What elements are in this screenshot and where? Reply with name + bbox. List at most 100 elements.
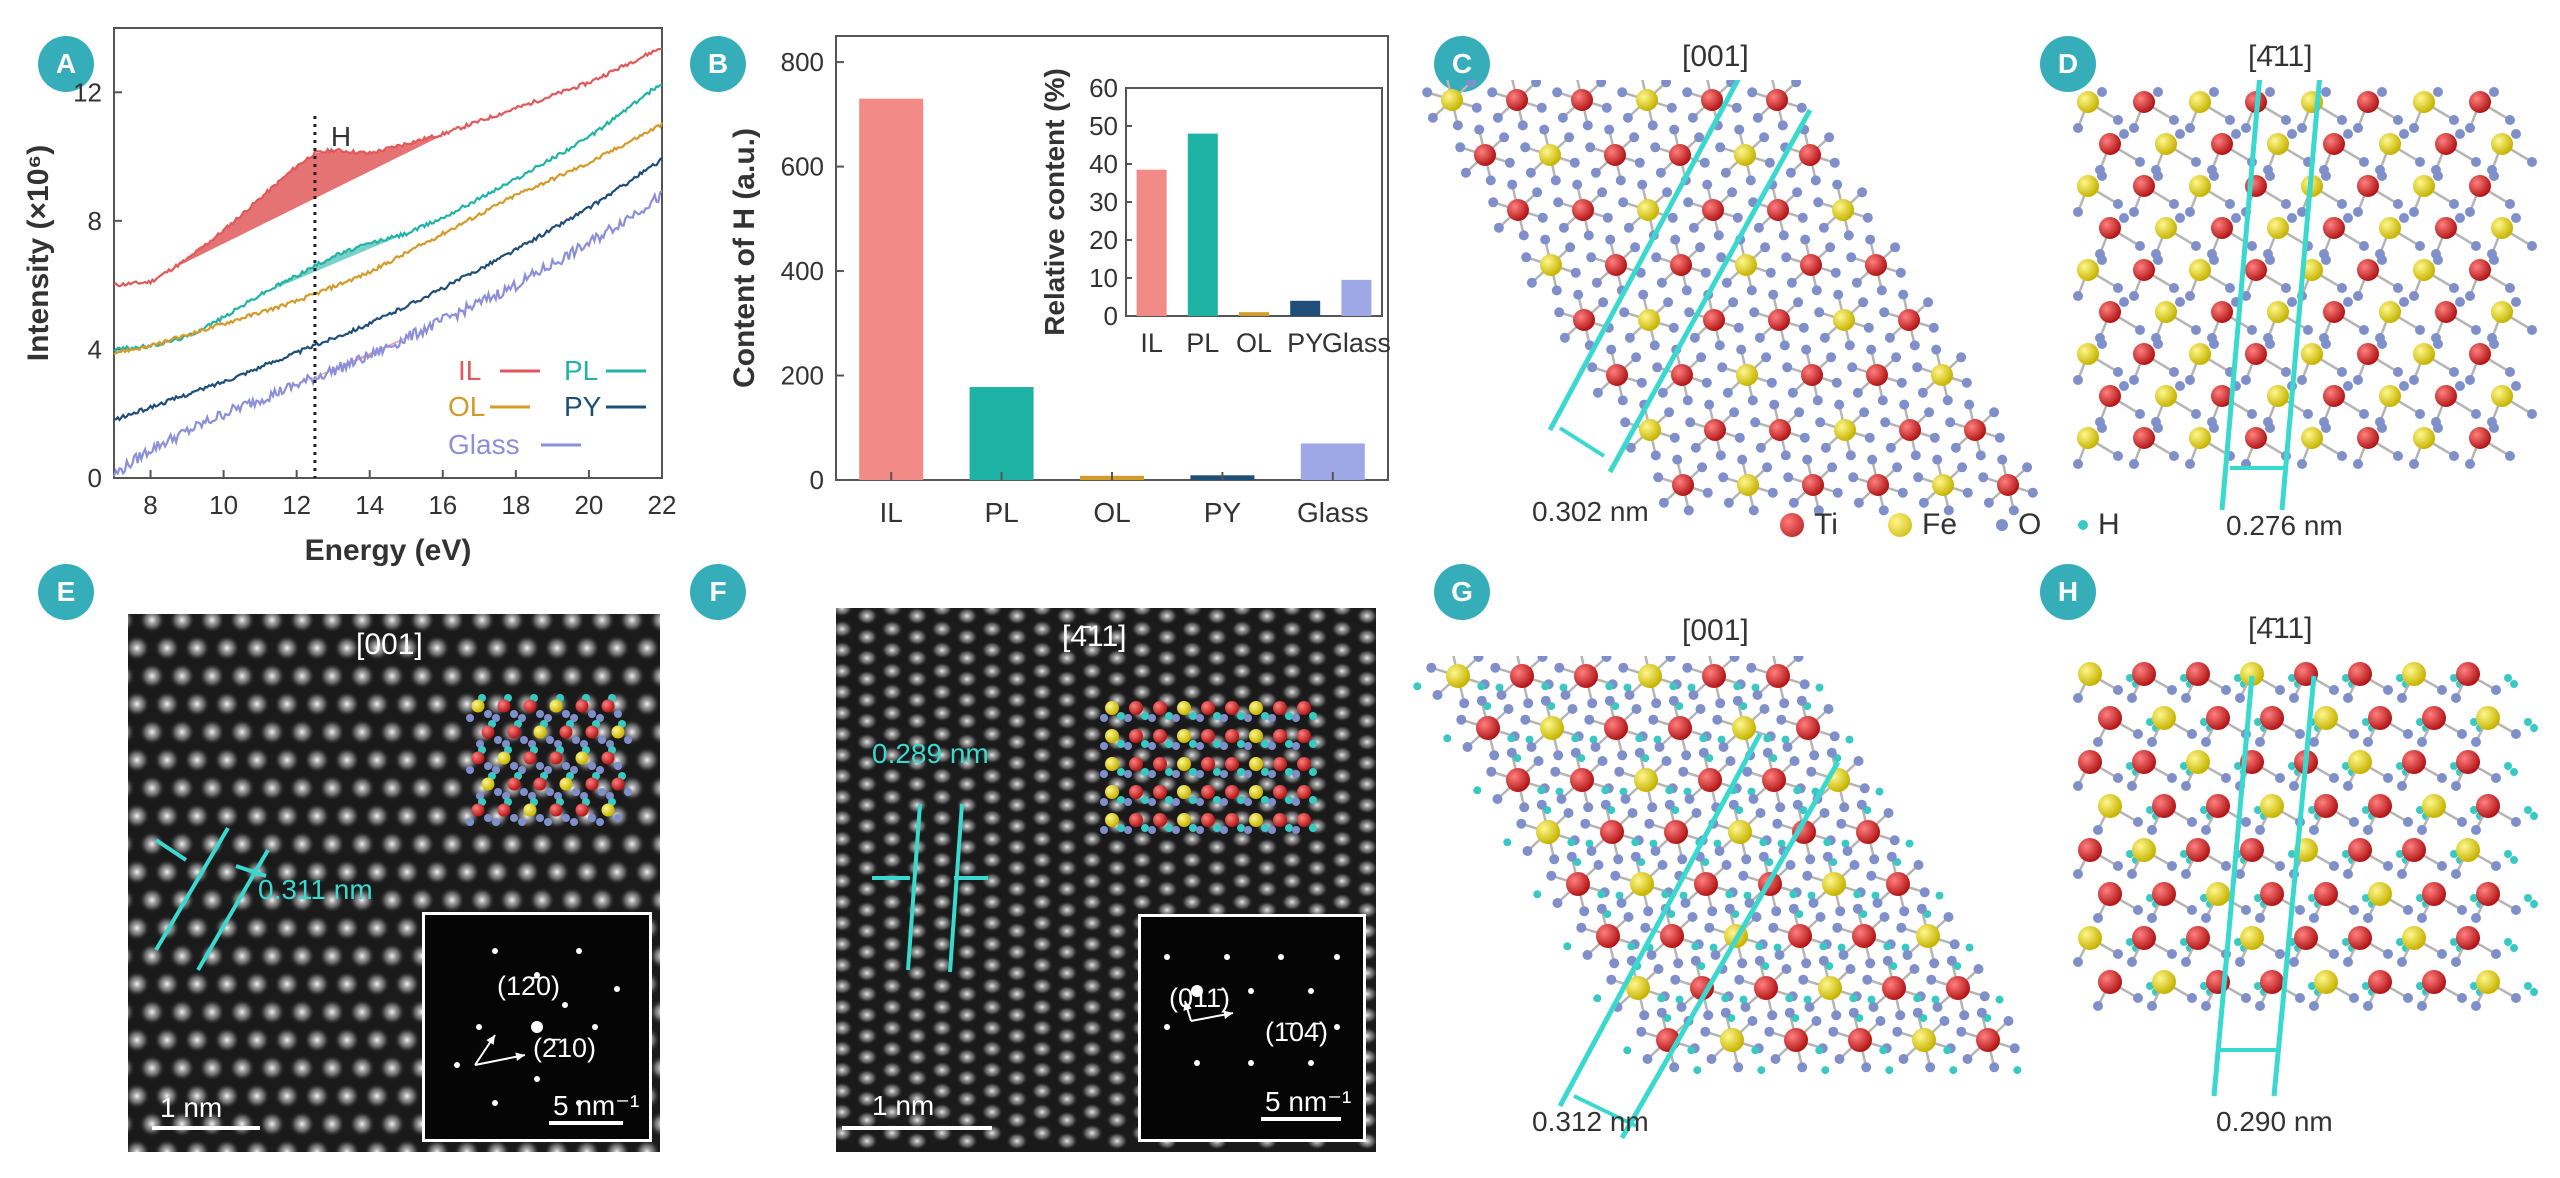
o-atom: [2349, 729, 2359, 739]
o-atom: [1639, 1010, 1650, 1021]
atomic-column: [956, 1027, 978, 1045]
h-atom: [1819, 942, 1828, 951]
o-atom: [1456, 714, 1467, 725]
fe-atom: [1728, 820, 1752, 844]
o-atom: [1691, 808, 1702, 818]
h-atom-icon: [2078, 520, 2088, 530]
h-atom: [1653, 735, 1662, 744]
o-atom: [1526, 742, 1537, 752]
o-atom: [1687, 912, 1698, 922]
o-atom: [1847, 362, 1858, 373]
ti-atom: [1754, 976, 1778, 1000]
o-atom: [1685, 417, 1696, 428]
fe-atom: [2402, 662, 2426, 686]
h-atom: [1495, 683, 1504, 692]
o-atom: [2127, 781, 2137, 791]
atomic-column: [1156, 608, 1178, 625]
o-atom: [1244, 742, 1252, 750]
o-atom: [1715, 142, 1726, 153]
atomic-column: [1031, 620, 1053, 638]
h-atom: [1721, 994, 1730, 1003]
ti-atom: [1886, 872, 1910, 896]
h-atom: [2524, 894, 2532, 902]
h-atom: [1699, 734, 1708, 743]
o-atom: [2489, 255, 2499, 265]
atomic-column: [289, 614, 315, 633]
atomic-column: [484, 1139, 510, 1152]
arrow-head: [1223, 1010, 1233, 1019]
o-atom: [492, 766, 500, 774]
o-atom: [2275, 861, 2285, 871]
atomic-column: [956, 1048, 978, 1066]
atomic-column: [334, 1083, 360, 1109]
o-atom: [1661, 756, 1672, 766]
o-atom: [1636, 1026, 1647, 1037]
fe-atom: [1177, 701, 1191, 715]
atomic-column: [956, 859, 978, 877]
o-atom: [1877, 395, 1888, 406]
fe-atom: [1249, 757, 1263, 771]
o-atom: [1843, 230, 1854, 241]
panel-h: H [4̄11] 0.290 nm: [2030, 560, 2560, 1178]
o-atom: [1781, 252, 1792, 263]
fe-atom: [1931, 364, 1953, 386]
h-atom: [1901, 943, 1910, 952]
ti-atom: [1153, 701, 1167, 715]
o-atom: [1488, 197, 1499, 208]
atomic-column: [1106, 859, 1128, 877]
h-atom: [1533, 890, 1542, 899]
o-atom: [1582, 120, 1593, 131]
panel-e: E [001] 0.311 nm (12̄0) (2̄10) 5 nm⁻¹ 1 …: [0, 560, 680, 1178]
h-atom: [1815, 1046, 1824, 1055]
atomic-column: [199, 1055, 225, 1081]
diffraction-spot: [1248, 988, 1254, 994]
atomic-column: [856, 670, 878, 688]
ti-atom: [523, 751, 537, 765]
atomic-column: [409, 831, 435, 857]
o-atom: [2511, 905, 2521, 915]
atomic-column: [214, 635, 240, 661]
o-atom: [1891, 352, 1902, 363]
atomic-column: [981, 662, 1003, 680]
o-atom: [2113, 367, 2123, 377]
o-atom: [2209, 87, 2219, 97]
atomic-column: [1031, 977, 1053, 995]
o-atom: [1879, 912, 1890, 922]
o-atom: [1764, 1026, 1775, 1037]
o-atom: [1842, 846, 1853, 856]
lattice-line: [1607, 108, 1813, 474]
o-atom: [2231, 213, 2241, 223]
o-atom: [1736, 344, 1747, 355]
o-atom: [2129, 207, 2139, 217]
o-atom: [492, 714, 500, 722]
ti-atom: [1574, 664, 1598, 688]
panel-f: F [4̄11] 0.289 nm (011̄) (1̄04̄) 5 nm⁻¹ …: [690, 560, 1390, 1178]
stem-image-f: [4̄11] 0.289 nm (011̄) (1̄04̄) 5 nm⁻¹ 1 …: [836, 608, 1376, 1152]
o-atom: [1701, 377, 1712, 388]
h-peak-shade-glass: [289, 327, 429, 388]
o-atom: [2527, 241, 2537, 251]
atomic-column: [379, 1055, 405, 1081]
ti-atom: [1225, 701, 1239, 715]
lattice-line: [948, 803, 964, 973]
atomic-column: [836, 893, 853, 911]
o-atom: [596, 714, 604, 722]
o-atom: [2073, 693, 2083, 703]
atomic-column: [1056, 754, 1078, 772]
ti-atom: [2186, 926, 2210, 950]
o-atom: [2191, 157, 2201, 167]
o-atom: [1220, 742, 1228, 750]
atomic-column: [128, 635, 150, 661]
fe-atom: [1105, 785, 1119, 799]
h-atom: [1649, 839, 1658, 848]
atomic-column: [881, 704, 903, 722]
o-atom: [1926, 974, 1937, 985]
o-atom: [2241, 817, 2251, 827]
o-atom: [1856, 799, 1867, 810]
o-atom: [1724, 903, 1735, 914]
atomic-column: [394, 915, 420, 941]
o-atom: [1917, 387, 1928, 398]
ti-atom: [497, 803, 511, 817]
atomic-column: [1006, 1090, 1028, 1108]
o-atom: [1536, 102, 1547, 113]
